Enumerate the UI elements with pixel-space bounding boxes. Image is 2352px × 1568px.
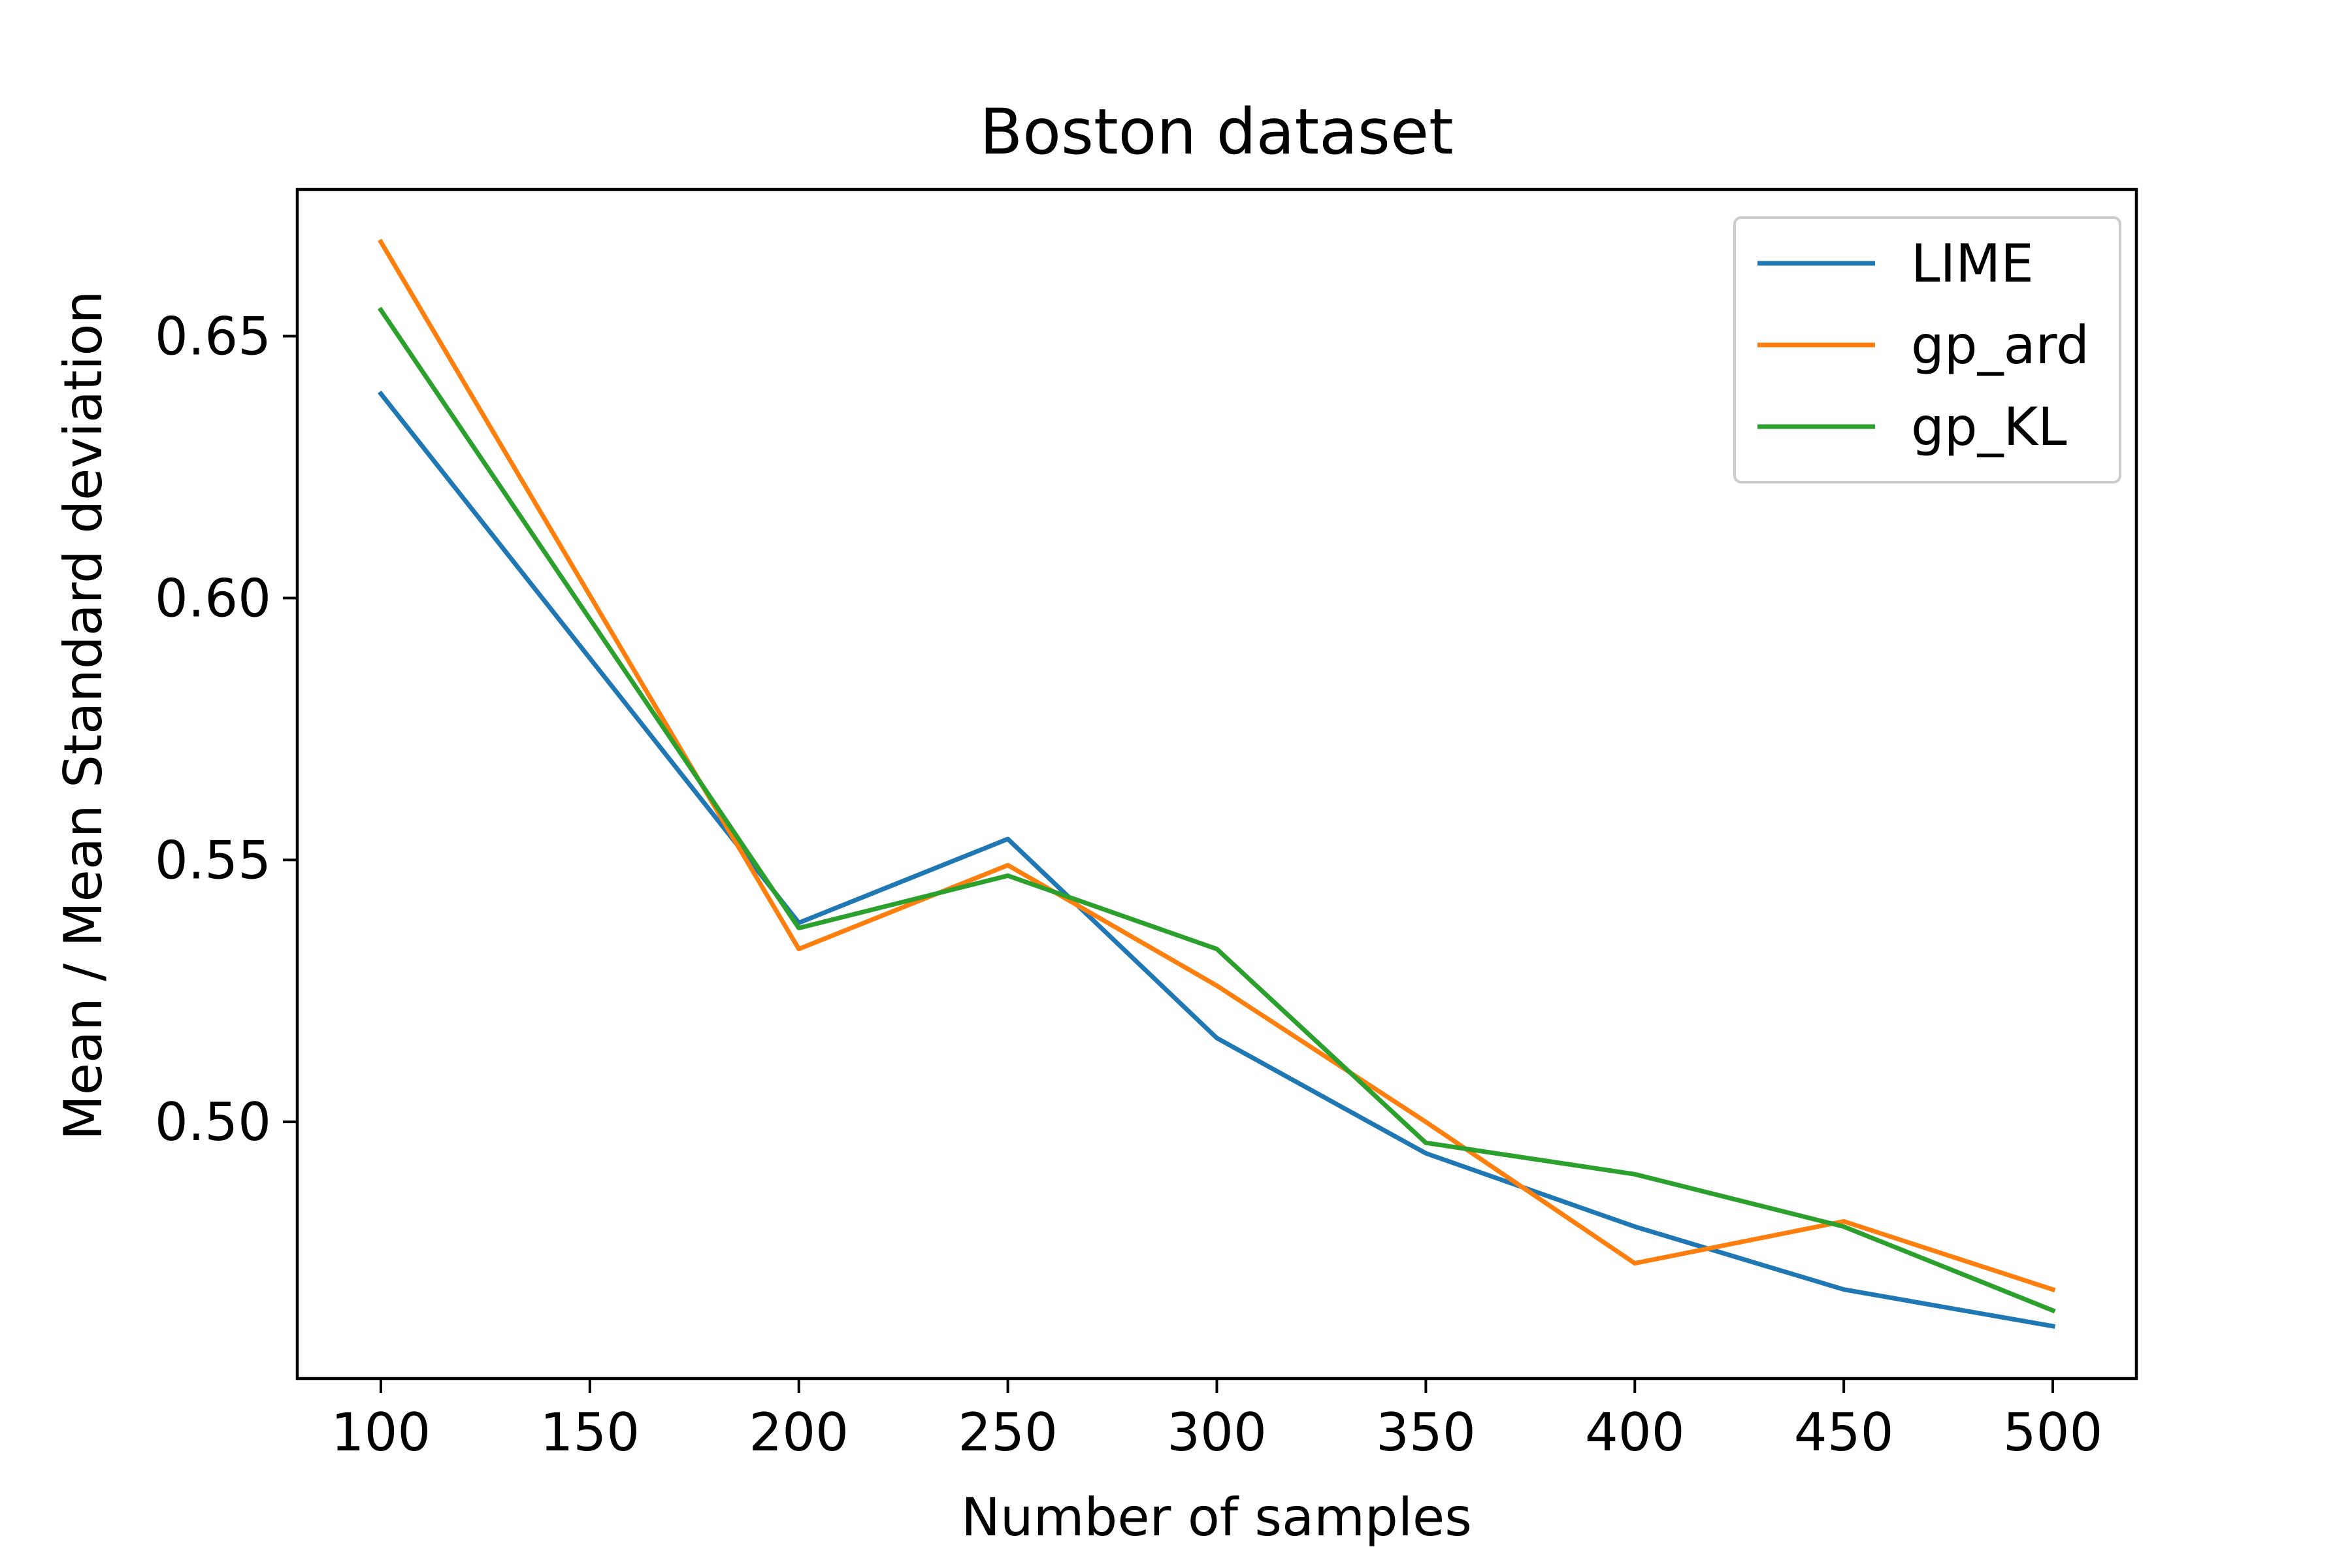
- x-tick-label: 450: [1794, 1402, 1894, 1463]
- legend-box: [1733, 216, 2121, 483]
- chart-title: Boston dataset: [979, 95, 1453, 169]
- legend-label: gp_KL: [1911, 397, 2067, 457]
- axes-frame: [295, 188, 2138, 1380]
- x-axis: 100 150 200 250 300 350 400 450 500: [331, 1379, 2103, 1463]
- y-tick-label: 0.60: [155, 568, 271, 629]
- y-tick-label: 0.65: [155, 306, 271, 367]
- legend-label: LIME: [1911, 233, 2034, 294]
- x-tick-label: 150: [540, 1402, 640, 1463]
- x-axis-label: Number of samples: [961, 1487, 1472, 1548]
- legend: LIME gp_ard gp_KL: [1733, 216, 2121, 483]
- series-layer: [378, 238, 2056, 1329]
- x-tick-label: 200: [749, 1402, 849, 1463]
- series-line-gp-ard: [378, 238, 2056, 1293]
- y-tick-label: 0.55: [155, 830, 271, 890]
- legend-label: gp_ard: [1911, 315, 2089, 376]
- x-tick-label: 250: [958, 1402, 1058, 1463]
- y-tick-label: 0.50: [155, 1092, 271, 1152]
- series-line-gp-kl: [378, 306, 2056, 1314]
- x-tick-label: 400: [1585, 1402, 1685, 1463]
- y-axis: 0.50 0.55 0.60 0.65: [155, 306, 297, 1152]
- x-tick-label: 300: [1167, 1402, 1267, 1463]
- x-tick-label: 350: [1376, 1402, 1476, 1463]
- y-axis-label: Mean / Mean Standard deviation: [53, 291, 114, 1140]
- x-tick-label: 100: [331, 1402, 431, 1463]
- series-line-lime: [378, 390, 2056, 1329]
- x-tick-label: 500: [2003, 1402, 2103, 1463]
